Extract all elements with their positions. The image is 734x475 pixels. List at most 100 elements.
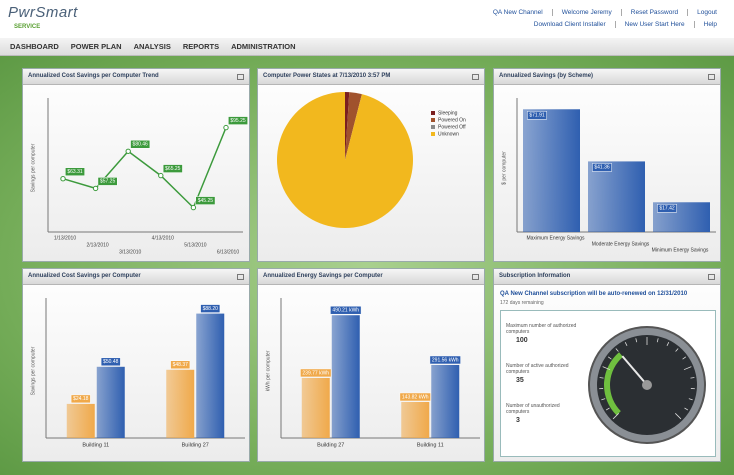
nav-bar: DASHBOARD POWER PLAN ANALYSIS REPORTS ADMINI… [0,38,734,56]
data-label: $88.20 [203,306,219,312]
bar [401,401,430,438]
data-label: $50.48 [103,359,119,365]
header-links: QA New Channel Welcome Jeremy Reset Passwo… [484,9,726,16]
point [60,176,66,182]
nav-item[interactable]: POWER PLAN [70,42,122,51]
panel-title: Computer Power States at 7/13/2010 3:57 … [258,69,484,85]
pie-slice [345,92,350,160]
data-label: $48.37 [173,362,189,368]
data-label-box [300,368,332,378]
x-tick-label: Moderate Energy Savings [592,241,650,247]
point [125,148,131,154]
data-label-box [228,116,248,125]
bar [523,109,580,232]
data-label: 291.56 kWh [432,357,459,363]
nav-item[interactable]: ADMINISTRATION [231,42,296,51]
header-link[interactable]: Download Client Installer [533,21,606,28]
header-link[interactable]: Help [693,21,726,28]
y-axis-label: Savings per computer [30,346,36,395]
gauge-tick [601,398,606,401]
data-label-box [65,167,85,176]
point [190,204,197,211]
bar [66,403,95,438]
header-link[interactable]: QA New Channel [492,9,543,16]
gauge-tick [602,366,611,371]
data-label-box [399,392,431,402]
data-label-box [170,360,191,370]
gauge [588,326,706,444]
data-label: $71.91 [529,113,545,119]
data-label-box [195,196,216,205]
logo: PwrSmart [8,4,78,21]
subscription-notice: QA New Channel subscription will be auto… [500,291,688,297]
bar [588,161,645,232]
gauge-tick [675,348,679,352]
data-label-box [100,357,121,367]
panel: Annualized Energy Savings per Computer kW… [257,268,485,462]
panel: Annualized Cost Savings per Computer Savi… [22,268,250,462]
gauge-band [604,352,624,416]
x-tick-label: 1/13/2010 [54,235,76,241]
panel: Computer Power States at 7/13/2010 3:57 … [257,68,485,262]
bar [166,369,195,438]
dashboard: Annualized Cost Savings per Computer Tre… [0,56,734,475]
y-axis-label: kWh per computer [265,350,271,391]
data-label: $57.25 [100,179,116,185]
gauge-tick [675,413,682,420]
data-label-box [330,305,362,315]
field-label: Number of unauthorized computers [506,403,560,415]
bar [431,364,460,438]
panel: Annualized Cost Savings per Computer Tre… [22,68,250,262]
field: Number of unauthorized computers 3 [506,403,581,424]
legend-swatch [431,132,435,136]
data-label-box [130,140,151,149]
panel-title: Annualized Cost Savings per Computer Tre… [23,69,249,85]
x-tick-label: Minimum Energy Savings [652,247,709,253]
panel-title: Subscription Information [494,269,720,285]
gauge-needle [621,355,648,386]
nav-item[interactable]: DASHBOARD [10,42,59,51]
panel: Subscription Information QA New Channel s… [493,268,721,462]
gauge-tick [615,348,619,352]
panel-title: Annualized Cost Savings per Computer [23,269,249,285]
header-link[interactable]: New User Start Here [614,21,694,28]
gauge-tick [624,342,628,346]
nav-item[interactable]: REPORTS [182,42,220,51]
nav-item[interactable]: ANALYSIS [133,42,171,51]
x-tick-label: Building 11 [417,442,444,448]
data-label: $65.25 [165,166,181,172]
x-tick-label: 5/13/2010 [184,242,206,248]
header: PwrSmart SERVICE QA New Channel Welcome J… [0,0,734,38]
header-link[interactable]: Welcome Jeremy [551,9,621,16]
legend-swatch [431,125,435,129]
gauge-tick [656,338,659,343]
gauge-tick [683,366,692,371]
gauge-tick [599,377,604,379]
x-tick-label: 3/13/2010 [119,249,141,255]
data-label-box [657,204,677,213]
field: Maximum number of authorized computers 10… [506,323,581,344]
data-label-box [70,394,91,404]
data-label: 143.82 kWh [402,394,429,400]
line [62,127,227,209]
data-label-box [97,177,118,186]
field: Number of active authorized computers 35 [506,363,581,384]
legend-label: Powered Off [438,124,466,130]
data-label: $41.36 [594,165,610,171]
y-axis-label: $ per computer [501,151,507,185]
panel-title: Annualized Energy Savings per Computer [258,269,484,285]
gauge-tick [682,356,687,360]
x-tick-label: 2/13/2010 [86,242,108,248]
data-label-box [162,164,183,173]
pie-slice [345,92,362,160]
legend-label: Powered On [438,117,466,123]
chart: Savings per computer $24.18 $50.48 Building… [30,298,245,448]
point [158,172,164,179]
legend-label: Sleeping [438,110,458,116]
data-label: $24.18 [73,396,89,402]
header-link[interactable]: Reset Password [620,9,687,16]
x-tick-label: Building 27 [182,442,209,448]
header-link[interactable]: Logout [687,9,726,16]
chart: Savings per computer $63.31 1/13/2010 $57.2… [30,98,248,255]
